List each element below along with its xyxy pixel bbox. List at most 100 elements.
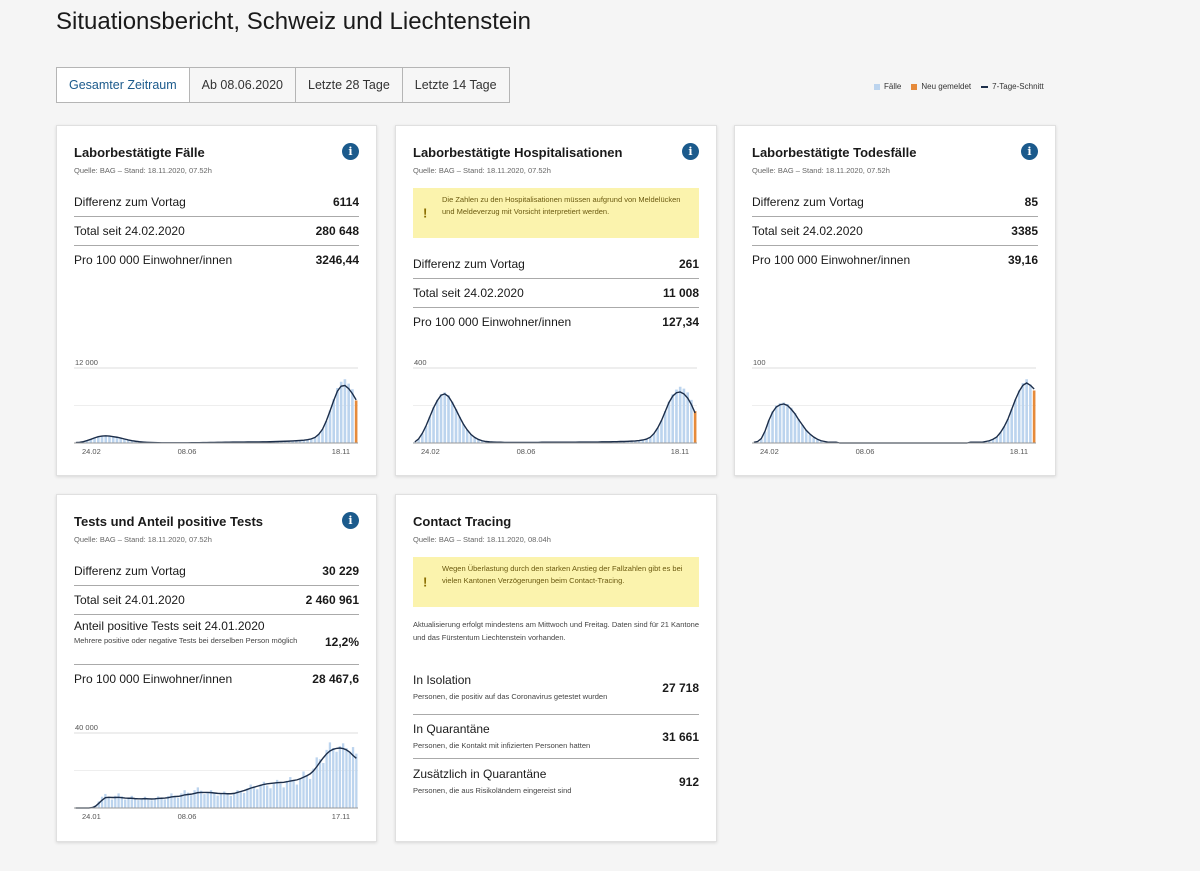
- x-tick-label: 17.11: [332, 812, 350, 821]
- chart-bar: [447, 395, 450, 443]
- card-title: Laborbestätigte Todesfälle: [752, 145, 917, 160]
- card-deaths: Laborbestätigte Todesfälle Quelle: BAG –…: [734, 125, 1056, 476]
- x-tick-label: 08.06: [517, 447, 536, 456]
- card-cases: Laborbestätigte Fälle Quelle: BAG – Stan…: [56, 125, 377, 476]
- tracing-label: Zusätzlich in Quarantäne: [413, 766, 547, 781]
- tests-chart[interactable]: 40 000 24.01 08.06 17.11: [74, 721, 358, 826]
- chart-bar: [622, 441, 626, 443]
- chart-bar: [252, 786, 256, 808]
- tracing-label-group: In Isolation Personen, die positiv auf d…: [413, 673, 628, 703]
- chart-bar: [1017, 390, 1021, 443]
- chart-bar: [203, 794, 206, 809]
- chart-bar: [336, 388, 339, 443]
- chart-bar: [432, 407, 435, 444]
- chart-bar: [634, 440, 637, 443]
- stat-label: Total seit 24.02.2020: [74, 224, 185, 238]
- chart-bar: [484, 441, 488, 443]
- chart-bar: [786, 404, 789, 443]
- chart-bar: [199, 790, 203, 808]
- tracing-label: In Isolation: [413, 672, 472, 687]
- chart-bar: [302, 771, 305, 808]
- stat-label: Pro 100 000 Einwohner/innen: [413, 315, 572, 329]
- chart-bar: [196, 787, 199, 809]
- chart-bar: [793, 413, 797, 443]
- chart-bar: [209, 790, 213, 808]
- card-title: Laborbestätigte Fälle: [74, 145, 205, 160]
- chart-bar: [157, 796, 160, 809]
- tab-gesamter-zeitraum[interactable]: Gesamter Zeitraum: [57, 68, 190, 102]
- card-source: Quelle: BAG – Stand: 18.11.2020, 07.52h: [74, 166, 212, 175]
- chart-bar: [89, 439, 93, 443]
- chart-bar: [133, 798, 137, 808]
- tracing-label-group: Zusätzlich in Quarantäne Personen, die a…: [413, 767, 571, 797]
- chart-bar: [458, 416, 462, 443]
- chart-bar: [312, 768, 315, 809]
- chart-bar: [767, 420, 771, 443]
- chart-bar: [315, 757, 318, 809]
- chart-bar: [193, 790, 196, 808]
- hospitalisations-chart[interactable]: 400 24.02 08.06 18.11: [413, 356, 697, 461]
- legend-item-neu-gemeldet: Neu gemeldet: [911, 82, 971, 91]
- chart-bar: [341, 743, 345, 808]
- chart-bar: [812, 437, 815, 443]
- chart-bar: [272, 783, 275, 809]
- chart-bar: [176, 797, 180, 809]
- chart-bar: [126, 439, 130, 444]
- chart-bar: [355, 753, 358, 809]
- chart-bar: [85, 440, 89, 443]
- chart-bar: [321, 429, 324, 443]
- chart-bar: [100, 435, 104, 443]
- tracing-list: In Isolation Personen, die positiv auf d…: [413, 661, 699, 804]
- stat-row: Differenz zum Vortag 85: [752, 188, 1038, 217]
- chart-bar: [291, 440, 294, 443]
- chart-bar: [823, 441, 827, 443]
- deaths-chart[interactable]: 100 24.02 08.06 18.11: [752, 356, 1036, 461]
- chart-bar: [226, 793, 229, 808]
- chart-bar: [130, 795, 133, 808]
- chart-avg-line: [75, 384, 357, 444]
- chart-bar: [183, 790, 186, 808]
- info-icon[interactable]: i: [1021, 143, 1038, 160]
- stat-row: Total seit 24.01.2020 2 460 961: [74, 586, 359, 615]
- x-tick-label: 18.11: [1010, 447, 1028, 456]
- chart-bar: [480, 440, 484, 443]
- chart-bar: [308, 778, 312, 808]
- stat-row: Pro 100 000 Einwohner/innen 127,34: [413, 308, 699, 336]
- info-icon[interactable]: i: [682, 143, 699, 160]
- chart-bar: [645, 439, 648, 443]
- x-tick-label: 18.11: [671, 447, 689, 456]
- chart-avg-line: [414, 391, 696, 444]
- chart-bar: [782, 402, 786, 443]
- chart-bar: [306, 439, 309, 443]
- chart-bar: [283, 441, 287, 443]
- stat-value: 3385: [1011, 224, 1038, 238]
- chart-bar: [995, 437, 999, 443]
- tab-ab-08-06-2020[interactable]: Ab 08.06.2020: [190, 68, 296, 102]
- chart-bar: [295, 440, 298, 443]
- tab-letzte-14-tage[interactable]: Letzte 14 Tage: [414, 78, 497, 92]
- chart-bar: [774, 405, 778, 443]
- cases-chart[interactable]: 12 000 24.02 08.06 18.11: [74, 356, 358, 461]
- tab-letzte-28-tage[interactable]: Letzte 28 Tage: [296, 68, 403, 102]
- stat-value: 127,34: [662, 315, 699, 329]
- chart-bar: [469, 434, 473, 443]
- chart-bar: [117, 793, 120, 809]
- info-icon[interactable]: i: [342, 143, 359, 160]
- chart-bar: [249, 784, 252, 808]
- x-tick-label: 08.06: [856, 447, 875, 456]
- chart-bar: [332, 748, 335, 808]
- chart-bar: [417, 439, 420, 443]
- stats-list: Differenz zum Vortag 261 Total seit 24.0…: [413, 250, 699, 336]
- chart-bar: [1025, 379, 1028, 443]
- stat-value: 3246,44: [315, 253, 359, 267]
- chart-bar: [104, 793, 107, 808]
- stat-row: Total seit 24.02.2020 11 008: [413, 279, 699, 308]
- info-icon[interactable]: i: [342, 512, 359, 529]
- chart-bar: [127, 797, 130, 808]
- chart-bar: [302, 440, 306, 443]
- chart-bar: [1006, 419, 1010, 443]
- chart-bar: [259, 784, 262, 808]
- chart-bar: [216, 795, 219, 809]
- stat-value: 11 008: [662, 286, 699, 300]
- chart-bar: [652, 433, 656, 444]
